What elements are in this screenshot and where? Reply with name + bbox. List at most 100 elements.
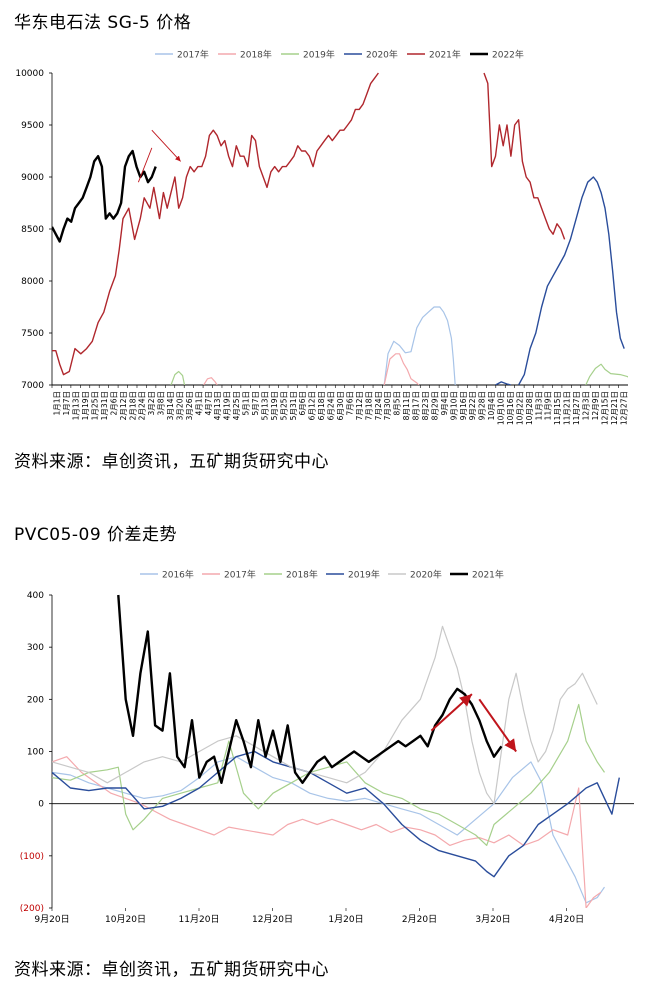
x-tick-label: 2月12日: [119, 391, 128, 420]
x-tick-label: 7月24日: [374, 391, 383, 420]
y-tick-label: (100): [20, 852, 44, 862]
x-tick-label: 8月17日: [412, 391, 421, 420]
x-tick-label: 12月27日: [619, 391, 628, 425]
x-tick-label: 9月20日: [34, 914, 69, 925]
x-tick-label: 3月20日: [475, 914, 510, 925]
series-line: [517, 176, 625, 385]
chart1-svg: 2017年 2018年 2019年 2020年 2021年 2022年 7000 7500 80…: [15, 49, 628, 426]
chart1-title: 华东电石法 SG-5 价格: [14, 13, 192, 33]
x-tick-label: 8月11日: [402, 391, 411, 420]
x-tick-label: 1月31日: [100, 391, 109, 420]
x-tick-label: 4月1日: [194, 391, 203, 416]
x-tick-label: 5月19日: [270, 391, 279, 420]
x-tick-label: 10月22日: [515, 391, 524, 425]
series-line: [170, 370, 186, 385]
x-tick-label: 7月12日: [355, 391, 364, 420]
legend-label: 2017年: [224, 569, 256, 581]
legend-label: 2019年: [348, 569, 380, 581]
x-tick-label: 5月13日: [260, 391, 269, 420]
x-tick-label: 7月30日: [383, 391, 392, 420]
series-line: [117, 594, 503, 784]
x-tick-label: 4月25日: [232, 391, 241, 420]
x-tick-label: 3月8日: [157, 391, 166, 416]
y-tick-label: 10000: [15, 69, 44, 79]
x-tick-label: 6月30日: [336, 391, 345, 420]
trend-arrow: [478, 698, 517, 753]
x-tick-label: 7月18日: [364, 391, 373, 420]
legend-label: 2018年: [286, 569, 318, 581]
x-tick-label: 9月16日: [459, 391, 468, 420]
x-tick-label: 3月26日: [185, 391, 194, 420]
x-tick-label: 11月20日: [179, 914, 220, 925]
y-tick-label: 9000: [21, 173, 44, 183]
x-tick-label: 4月20日: [549, 914, 584, 925]
x-tick-label: 2月18日: [128, 391, 137, 420]
series-line: [52, 625, 598, 805]
x-tick-label: 10月4日: [487, 391, 496, 420]
x-tick-label: 8月5日: [393, 391, 402, 416]
x-tick-label: 10月10日: [497, 391, 506, 425]
x-tick-label: 2月6日: [109, 391, 118, 416]
chart2-svg: 2016年 2017年 2018年 2019年 2020年 2021年 (200) (100)…: [20, 569, 634, 925]
legend-label: 2021年: [429, 49, 461, 61]
chart2-title: PVC05-09 价差走势: [14, 525, 178, 545]
legend-label: 2020年: [410, 569, 442, 581]
x-tick-label: 1月25日: [90, 391, 99, 420]
x-tick-label: 11月9日: [544, 391, 553, 420]
chart1-source: 资料来源：卓创资讯，五矿期货研究中心: [14, 452, 329, 472]
series-line: [52, 756, 602, 908]
x-tick-label: 12月3日: [582, 391, 591, 420]
x-tick-label: 3月20日: [175, 391, 184, 420]
trend-arrow: [151, 129, 181, 162]
y-tick-label: 9500: [21, 121, 44, 131]
x-tick-label: 2月24日: [138, 391, 147, 420]
x-tick-label: 11月3日: [534, 391, 543, 420]
x-tick-label: 3月14日: [166, 391, 175, 420]
x-tick-label: 4月19日: [223, 391, 232, 420]
x-tick-label: 11月15日: [553, 391, 562, 425]
y-tick-label: 100: [27, 748, 44, 758]
series-line: [203, 377, 218, 385]
legend-label: 2021年: [472, 569, 504, 581]
x-tick-label: 11月27日: [572, 391, 581, 425]
x-tick-label: 4月13日: [213, 391, 222, 420]
x-tick-label: 11月21日: [563, 391, 572, 425]
x-tick-label: 1月13日: [72, 391, 81, 420]
x-tick-label: 7月6日: [345, 391, 354, 416]
y-tick-label: 300: [27, 643, 44, 653]
legend-label: 2022年: [492, 49, 524, 61]
x-tick-label: 12月15日: [600, 391, 609, 425]
legend-label: 2019年: [303, 49, 335, 61]
y-tick-label: 400: [27, 591, 44, 601]
x-tick-label: 9月28日: [478, 391, 487, 420]
series-line: [52, 703, 605, 846]
x-tick-label: 6月24日: [327, 391, 336, 420]
series-line: [52, 750, 620, 878]
x-tick-label: 10月28日: [525, 391, 534, 425]
x-tick-label: 12月21日: [610, 391, 619, 425]
x-tick-label: 2月20日: [402, 914, 437, 925]
series-line: [383, 353, 420, 385]
legend-label: 2020年: [366, 49, 398, 61]
x-tick-label: 5月25日: [279, 391, 288, 420]
chart2-source: 资料来源：卓创资讯，五矿期货研究中心: [14, 960, 329, 980]
legend-label: 2018年: [240, 49, 272, 61]
series-line: [52, 72, 379, 376]
x-tick-label: 8月23日: [421, 391, 430, 420]
series-line: [495, 381, 512, 385]
y-tick-label: 8000: [21, 277, 44, 287]
x-tick-label: 9月4日: [440, 391, 449, 416]
x-tick-label: 6月6日: [298, 391, 307, 416]
x-tick-label: 6月12日: [308, 391, 317, 420]
x-tick-label: 9月10日: [449, 391, 458, 420]
x-tick-label: 10月16日: [506, 391, 515, 425]
series-line: [383, 306, 456, 385]
legend-label: 2016年: [162, 569, 194, 581]
series-line: [52, 149, 157, 243]
y-tick-label: 200: [27, 695, 44, 705]
legend-label: 2017年: [177, 49, 209, 61]
series-line: [483, 72, 566, 240]
x-tick-label: 5月7日: [251, 391, 260, 416]
y-tick-label: 8500: [21, 225, 44, 235]
trend-arrow: [137, 147, 153, 183]
